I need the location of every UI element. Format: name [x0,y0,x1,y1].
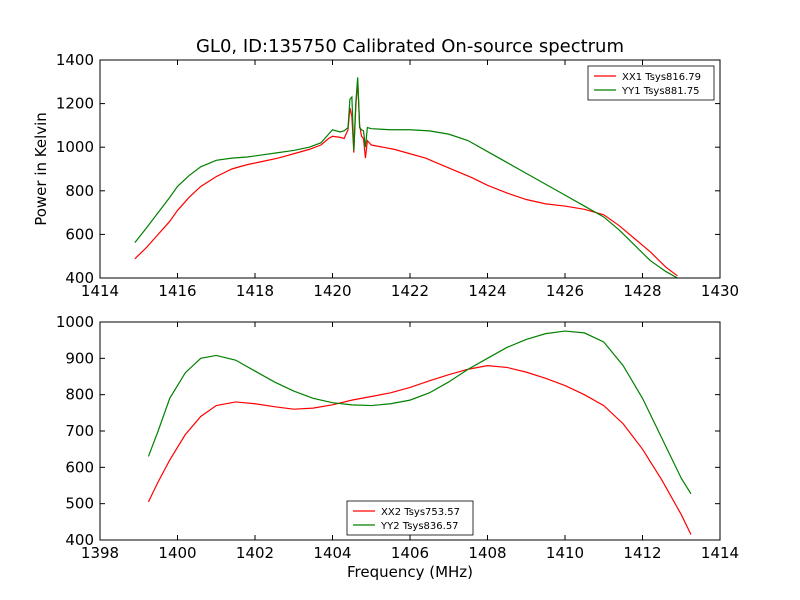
y-axis-label: Power in Kelvin [32,112,50,226]
x-tick-label: 1418 [236,282,274,300]
y-tick-label: 400 [65,531,94,549]
legend-box [346,500,474,536]
y-tick-label: 600 [65,458,94,476]
legend-label: XX1 Tsys816.79 [622,72,701,83]
y-tick-label: 1000 [56,138,94,156]
y-tick-label: 1000 [56,313,94,331]
legend-label: XX2 Tsys753.57 [381,507,460,518]
x-tick-label: 1424 [468,282,506,300]
x-tick-label: 1414 [81,282,119,300]
y-tick-label: 1400 [56,51,94,69]
x-tick-label: 1412 [623,544,661,562]
x-tick-label: 1406 [391,544,429,562]
series-line-yy2 [147,330,692,495]
y-tick-label: 600 [65,225,94,243]
y-tick-label: 800 [65,182,94,200]
series-line-xx2 [147,364,692,535]
x-tick-label: 1408 [468,544,506,562]
x-tick-label: 1420 [313,282,351,300]
x-tick-label: 1414 [701,544,739,562]
y-tick-label: 700 [65,422,94,440]
x-tick-label: 1422 [391,282,429,300]
x-tick-label: 1410 [546,544,584,562]
x-axis-label: Frequency (MHz) [347,563,473,581]
bottom-panel: 1398 1400 1402 1404 1406 1408 1410 1412 1414 400 5… [56,313,739,581]
y-tick-label: 800 [65,386,94,404]
x-tick-label: 1430 [701,282,739,300]
y-tick-label: 400 [65,269,94,287]
top-panel: 1414 1416 1418 1420 1422 1424 1426 1428 1430 400 6… [32,36,739,300]
legend-label: YY1 Tsys881.75 [621,86,700,97]
x-tick-label: 1428 [623,282,661,300]
y-tick-label: 1200 [56,95,94,113]
legend-label: YY2 Tsys836.57 [380,521,459,532]
x-tick-label: 1400 [158,544,196,562]
series-line-yy1 [134,77,678,278]
x-tick-label: 1398 [81,544,119,562]
x-tick-label: 1416 [158,282,196,300]
y-tick-label: 900 [65,349,94,367]
x-tick-label: 1404 [313,544,351,562]
y-tick-label: 500 [65,495,94,513]
chart-title: GL0, ID:135750 Calibrated On-source spec… [196,36,624,57]
x-tick-label: 1426 [546,282,584,300]
x-tick-label: 1402 [236,544,274,562]
legend-box [587,65,715,101]
